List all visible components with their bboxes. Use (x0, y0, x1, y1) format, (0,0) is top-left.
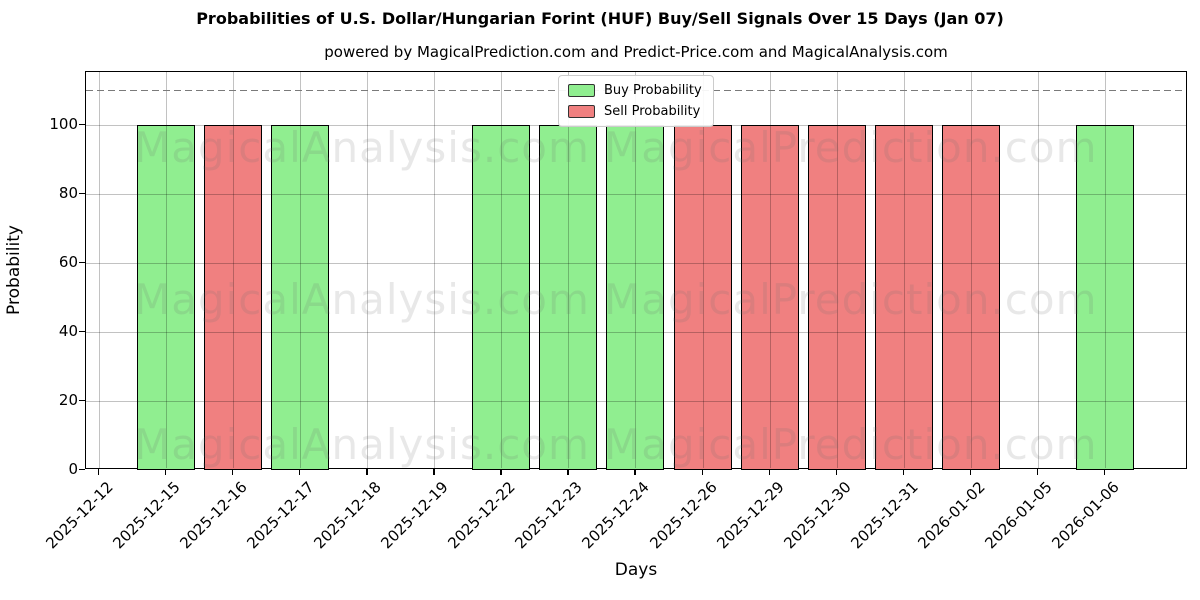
x-tick-label: 2025-12-29 (712, 478, 788, 553)
x-tick-mark (433, 469, 435, 475)
x-tick-label: 2025-12-15 (109, 478, 184, 553)
v-gridline (99, 72, 100, 468)
x-tick-mark (299, 469, 301, 475)
bar-2026-01-02 (941, 125, 1000, 470)
v-gridline (568, 72, 570, 468)
bar-2025-12-23 (539, 125, 598, 470)
y-tick-label: 60 (58, 253, 78, 271)
bar-2025-12-22 (472, 125, 531, 470)
v-gridline (300, 72, 302, 468)
x-tick-label: 2025-12-23 (511, 478, 587, 553)
legend-item-sell: Sell Probability (568, 104, 704, 119)
x-tick-mark (567, 469, 569, 475)
x-tick-label: 2025-12-30 (780, 478, 855, 553)
v-gridline (970, 72, 972, 468)
y-tick-mark (79, 469, 85, 471)
x-axis-label: Days (614, 560, 658, 580)
legend-sell-label: Sell Probability (604, 104, 701, 119)
x-tick-mark (232, 469, 234, 475)
buy-swatch-icon (568, 84, 595, 97)
x-tick-mark (500, 469, 502, 475)
v-gridline (635, 72, 637, 468)
h-gridline (86, 263, 1186, 264)
watermark-analysis: MagicalAnalysis.com (134, 420, 590, 469)
legend-item-buy: Buy Probability (568, 83, 704, 98)
v-gridline (1104, 72, 1106, 468)
y-tick-mark (79, 262, 85, 264)
bar-2026-01-06 (1075, 125, 1134, 470)
x-tick-mark (835, 469, 837, 475)
y-tick-label: 0 (68, 460, 78, 478)
watermark-prediction: MagicalPrediction.com (604, 123, 1098, 172)
x-tick-mark (902, 469, 905, 475)
v-gridline (434, 72, 436, 468)
y-tick-label: 100 (49, 115, 78, 133)
v-gridline (769, 72, 771, 468)
x-tick-mark (165, 469, 167, 475)
watermark-prediction: MagicalPrediction.com (604, 275, 1098, 324)
x-tick-mark (969, 469, 972, 475)
chart-subtitle: powered by MagicalPrediction.com and Pre… (324, 43, 948, 61)
watermark-analysis: MagicalAnalysis.com (134, 275, 590, 324)
v-gridline (367, 72, 369, 468)
h-gridline (86, 401, 1186, 402)
x-tick-label: 2026-01-05 (981, 478, 1056, 553)
watermark-prediction: MagicalPrediction.com (604, 420, 1098, 469)
bar-2025-12-26 (673, 125, 732, 470)
legend: Buy Probability Sell Probability (558, 75, 714, 127)
v-gridline (233, 72, 235, 468)
v-gridline (836, 72, 838, 468)
x-tick-label: 2025-12-12 (42, 478, 117, 553)
v-gridline (1037, 72, 1039, 468)
x-tick-label: 2025-12-31 (847, 478, 922, 553)
sell-swatch-icon (568, 105, 595, 118)
x-tick-label: 2026-01-02 (914, 478, 989, 553)
y-tick-label: 80 (58, 184, 78, 202)
x-tick-mark (701, 469, 703, 475)
x-tick-mark (768, 469, 770, 475)
x-tick-label: 2025-12-24 (578, 478, 654, 553)
x-tick-mark (1036, 469, 1039, 475)
chart-title: Probabilities of U.S. Dollar/Hungarian F… (196, 9, 1004, 28)
h-gridline (86, 194, 1186, 195)
x-tick-label: 2026-01-06 (1048, 478, 1123, 553)
bar-2025-12-30 (807, 125, 866, 470)
x-tick-label: 2025-12-19 (377, 478, 453, 553)
v-gridline (501, 72, 503, 468)
x-tick-label: 2025-12-18 (310, 478, 385, 553)
x-tick-mark (98, 469, 100, 475)
y-tick-mark (79, 331, 85, 333)
v-gridline (702, 72, 704, 468)
bar-2025-12-31 (874, 125, 933, 470)
y-tick-mark (79, 400, 85, 402)
watermark-analysis: MagicalAnalysis.com (134, 123, 590, 172)
y-tick-label: 20 (58, 391, 78, 409)
legend-buy-label: Buy Probability (604, 83, 702, 98)
x-tick-label: 2025-12-16 (176, 478, 251, 553)
y-tick-mark (79, 193, 85, 195)
bar-2025-12-29 (740, 125, 799, 470)
x-tick-mark (366, 469, 368, 475)
x-tick-label: 2025-12-26 (645, 478, 721, 553)
y-tick-mark (79, 124, 85, 126)
x-tick-mark (634, 469, 636, 475)
x-tick-label: 2025-12-22 (444, 478, 520, 553)
plot-area: MagicalAnalysis.com MagicalPrediction.com… (85, 71, 1187, 470)
x-tick-mark (1103, 469, 1106, 475)
v-gridline (166, 72, 168, 468)
h-gridline (86, 332, 1186, 333)
y-tick-label: 40 (58, 322, 78, 340)
bar-2025-12-15 (137, 125, 196, 470)
v-gridline (903, 72, 905, 468)
x-tick-label: 2025-12-17 (243, 478, 318, 553)
bar-2025-12-16 (204, 125, 263, 470)
bar-2025-12-24 (606, 125, 665, 470)
bar-2025-12-17 (271, 125, 330, 470)
